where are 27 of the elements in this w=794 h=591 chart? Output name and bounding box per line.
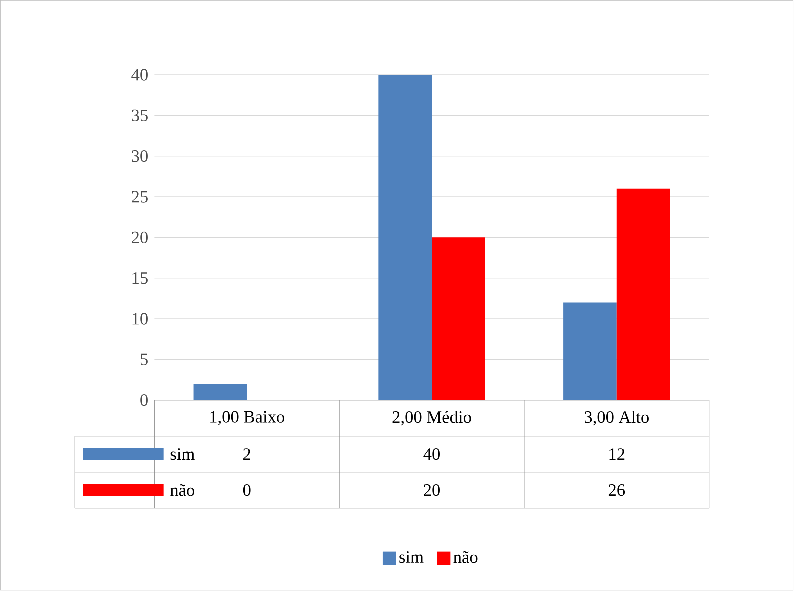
- y-tick-label: 25: [132, 191, 148, 203]
- x-tick-label: 2,00 Médio: [392, 410, 472, 426]
- y-tick-label: 10: [132, 313, 148, 325]
- bar: [564, 302, 617, 400]
- legend-label: sim: [170, 448, 195, 460]
- x-tick-label: 1,00 Baixo: [210, 411, 284, 426]
- data-label: 20: [424, 484, 440, 496]
- bar: [432, 238, 486, 400]
- y-tick-label: 40: [132, 69, 148, 81]
- text: não: [170, 484, 195, 496]
- x-tick-label: 3,00 Alto: [584, 410, 649, 426]
- y-tick-label: 5: [140, 354, 148, 366]
- bar: [616, 188, 670, 400]
- y-tick-label: 0: [140, 394, 148, 406]
- y-tick-label: 20: [132, 232, 148, 244]
- y-tick-label: 30: [132, 150, 148, 162]
- y-tick-label: 15: [132, 272, 148, 284]
- data-label: 26: [608, 484, 626, 496]
- bar: [378, 75, 432, 400]
- data-label: 0: [243, 484, 251, 496]
- bar: [194, 384, 248, 400]
- data-label: 2: [244, 448, 250, 460]
- legend-label: não: [454, 551, 478, 564]
- text: sim: [400, 551, 424, 564]
- data-label: 12: [610, 448, 625, 460]
- y-tick-label: 35: [132, 110, 148, 122]
- data-label: 40: [424, 448, 440, 460]
